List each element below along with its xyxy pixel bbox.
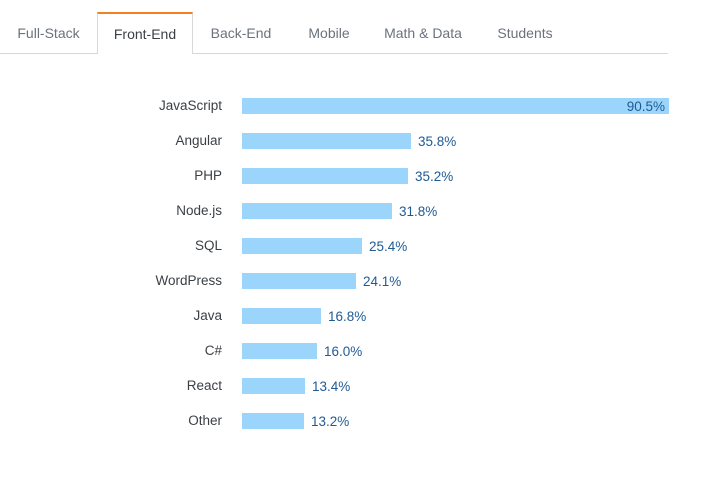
value-label-node-js: 31.8% [399, 204, 437, 219]
category-label-c: C# [205, 343, 223, 358]
category-label-php: PHP [194, 168, 222, 183]
category-label-java: Java [193, 308, 222, 323]
value-label-other: 13.2% [311, 414, 349, 429]
category-label-react: React [187, 378, 223, 393]
value-label-php: 35.2% [415, 169, 453, 184]
category-label-sql: SQL [195, 238, 223, 253]
bar-other [242, 413, 304, 429]
value-label-angular: 35.8% [418, 134, 456, 149]
tab-back-end[interactable]: Back-End [210, 25, 272, 41]
bar-node-js [242, 203, 392, 219]
value-label-javascript: 90.5% [627, 99, 665, 114]
value-label-wordpress: 24.1% [363, 274, 401, 289]
tab-mobile[interactable]: Mobile [308, 25, 350, 41]
value-label-react: 13.4% [312, 379, 350, 394]
bar-wordpress [242, 273, 356, 289]
bar-react [242, 378, 305, 394]
value-label-java: 16.8% [328, 309, 366, 324]
category-label-javascript: JavaScript [159, 98, 222, 113]
value-label-sql: 25.4% [369, 239, 407, 254]
tab-full-stack[interactable]: Full-Stack [17, 25, 80, 41]
category-label-other: Other [188, 413, 222, 428]
tab-math-data[interactable]: Math & Data [384, 25, 462, 41]
tab-students[interactable]: Students [497, 25, 553, 41]
category-label-wordpress: WordPress [155, 273, 222, 288]
tab-bar: Full-Stack Front-End Back-End Mobile Mat… [0, 12, 668, 54]
category-label-node-js: Node.js [176, 203, 222, 218]
tab-front-end[interactable]: Front-End [97, 12, 193, 54]
category-label-angular: Angular [175, 133, 222, 148]
bar-c [242, 343, 317, 359]
value-label-c: 16.0% [324, 344, 362, 359]
bar-angular [242, 133, 411, 149]
bar-java [242, 308, 321, 324]
bar-sql [242, 238, 362, 254]
bar-php [242, 168, 408, 184]
bar-javascript [242, 98, 669, 114]
